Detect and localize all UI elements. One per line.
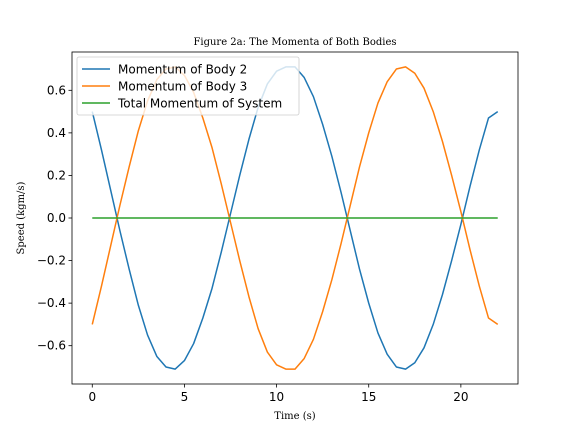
- chart-title: Figure 2a: The Momenta of Both Bodies: [193, 37, 396, 48]
- legend-label-3: Total Momentum of System: [117, 97, 282, 111]
- x-tick-label: 20: [453, 390, 468, 404]
- y-tick-label: −0.4: [37, 296, 66, 310]
- y-axis-label: Speed (kgm/s): [16, 181, 27, 254]
- y-tick-label: 0.4: [47, 126, 66, 140]
- y-tick-label: 0.2: [47, 168, 66, 182]
- legend-box: [76, 56, 300, 116]
- y-tick-label: −0.6: [37, 339, 66, 353]
- x-tick-label: 10: [269, 390, 284, 404]
- x-tick-label: 5: [181, 390, 189, 404]
- legend-label-2: Momentum of Body 3: [118, 80, 247, 94]
- legend-label-1: Momentum of Body 2: [118, 63, 247, 77]
- x-tick-label: 15: [361, 390, 376, 404]
- y-tick-label: 0.0: [47, 211, 66, 225]
- y-axis: −0.6 −0.4 −0.2 0.0 0.2 0.4 0.6: [37, 83, 72, 353]
- x-axis: 0 5 10 15 20: [88, 384, 469, 404]
- legend: Momentum of Body 2 Momentum of Body 3 Tota…: [76, 56, 300, 116]
- y-tick-label: −0.2: [37, 254, 66, 268]
- y-tick-label: 0.6: [47, 83, 66, 97]
- x-axis-label: Time (s): [274, 411, 315, 422]
- x-tick-label: 0: [88, 390, 96, 404]
